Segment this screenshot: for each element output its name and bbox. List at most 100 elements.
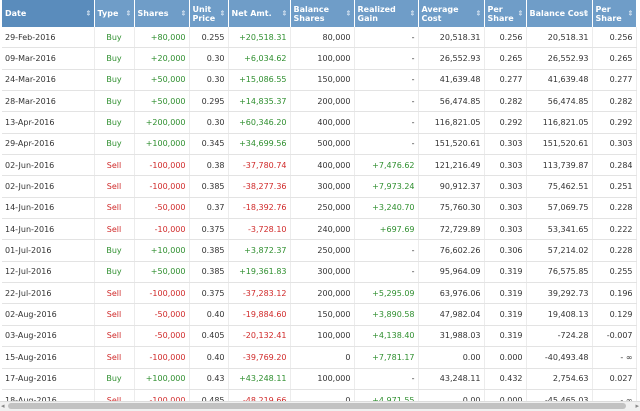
table-row[interactable]: 29-Feb-2016 Buy +80,000 0.255 +20,518.31 80,0… <box>2 27 637 49</box>
sort-icon[interactable]: ⇕ <box>627 9 634 17</box>
table-row[interactable]: 24-Mar-2016 Buy +50,000 0.30 +15,086.55 150,0… <box>2 69 637 92</box>
cell-per-share2: 0.282 <box>592 90 637 113</box>
cell-balance-shares: 100,000 <box>290 325 355 348</box>
column-header-balance-cost[interactable]: Balance Cost ⇕ <box>526 0 593 27</box>
cell-unit-price: 0.385 <box>189 175 229 198</box>
cell-net-amt: +43,248.11 <box>228 368 291 390</box>
scroll-left-icon[interactable]: ◂ <box>1 402 5 410</box>
cell-type: Sell <box>94 346 135 369</box>
column-header-shares[interactable]: Shares ⇕ <box>134 0 190 27</box>
cell-date: 03-Aug-2016 <box>2 325 95 348</box>
column-header-balance-shares[interactable]: Balance Shares ⇕ <box>290 0 355 27</box>
cell-balance-cost: 57,069.75 <box>526 197 593 220</box>
table-row[interactable]: 09-Mar-2016 Buy +20,000 0.30 +6,034.62 100,00… <box>2 47 637 70</box>
cell-net-amt: +14,835.37 <box>228 90 291 113</box>
table-row[interactable]: 14-Jun-2016 Sell -50,000 0.37 -18,392.76 250,… <box>2 197 637 220</box>
cell-net-amt: -3,728.10 <box>228 218 291 241</box>
cell-per-share: 0.306 <box>484 239 527 262</box>
cell-per-share: 0.319 <box>484 261 527 284</box>
cell-per-share2: 0.292 <box>592 111 637 134</box>
column-header-average-cost[interactable]: Average Cost ⇕ <box>418 0 485 27</box>
horizontal-scrollbar[interactable]: ◂ ▸ <box>0 401 640 411</box>
cell-average-cost: 76,602.26 <box>418 239 485 262</box>
sort-icon[interactable]: ⇕ <box>281 9 288 17</box>
sort-icon[interactable]: ⇕ <box>180 9 187 17</box>
scrollbar-thumb[interactable] <box>8 403 626 409</box>
cell-unit-price: 0.295 <box>189 90 229 113</box>
cell-balance-cost: 39,292.73 <box>526 282 593 305</box>
cell-type: Buy <box>94 239 135 262</box>
cell-per-share: 0.303 <box>484 154 527 177</box>
cell-average-cost: 121,216.49 <box>418 154 485 177</box>
table-row[interactable]: 29-Apr-2016 Buy +100,000 0.345 +34,699.56 500… <box>2 133 637 156</box>
table-row[interactable]: 03-Aug-2016 Sell -50,000 0.405 -20,132.41 100… <box>2 325 637 348</box>
cell-balance-shares: 150,000 <box>290 303 355 326</box>
table-row[interactable]: 01-Jul-2016 Buy +10,000 0.385 +3,872.37 250,0… <box>2 239 637 262</box>
table-row[interactable]: 12-Jul-2016 Buy +50,000 0.385 +19,361.83 300,… <box>2 261 637 284</box>
cell-date: 22-Jul-2016 <box>2 282 95 305</box>
table-row[interactable]: 02-Jun-2016 Sell -100,000 0.38 -37,780.74 400… <box>2 154 637 177</box>
cell-average-cost: 116,821.05 <box>418 111 485 134</box>
column-header-per-share2[interactable]: Per Share ⇕ <box>592 0 637 27</box>
scroll-right-icon[interactable]: ▸ <box>635 402 639 410</box>
cell-date: 01-Jul-2016 <box>2 239 95 262</box>
cell-per-share2: 0.255 <box>592 261 637 284</box>
table-row[interactable]: 17-Aug-2016 Buy +100,000 0.43 +43,248.11 100,… <box>2 368 637 390</box>
cell-type: Buy <box>94 47 135 70</box>
cell-net-amt: -38,277.36 <box>228 175 291 198</box>
cell-balance-shares: 300,000 <box>290 261 355 284</box>
table-row[interactable]: 02-Aug-2016 Sell -50,000 0.40 -19,884.60 150,… <box>2 303 637 326</box>
column-header-date[interactable]: Date ⇕ <box>2 0 95 27</box>
sort-icon[interactable]: ⇕ <box>583 9 590 17</box>
column-header-type[interactable]: Type ⇕ <box>94 0 135 27</box>
cell-average-cost: 63,976.06 <box>418 282 485 305</box>
cell-balance-cost: 53,341.65 <box>526 218 593 241</box>
sort-icon[interactable]: ⇕ <box>475 9 482 17</box>
cell-realized-gain: - <box>354 47 419 70</box>
table-row[interactable]: 14-Jun-2016 Sell -10,000 0.375 -3,728.10 240,… <box>2 218 637 241</box>
cell-balance-cost: 2,754.63 <box>526 368 593 390</box>
sort-icon[interactable]: ⇕ <box>517 9 524 17</box>
cell-balance-shares: 250,000 <box>290 197 355 220</box>
sort-icon[interactable]: ⇕ <box>125 9 132 17</box>
cell-type: Buy <box>94 111 135 134</box>
cell-per-share2: 0.251 <box>592 175 637 198</box>
sort-icon[interactable]: ⇕ <box>409 9 416 17</box>
column-header-net-amt[interactable]: Net Amt. ⇕ <box>228 0 291 27</box>
table-row[interactable]: 13-Apr-2016 Buy +200,000 0.30 +60,346.20 400,… <box>2 111 637 134</box>
column-header-unit-price[interactable]: Unit Price ⇕ <box>189 0 229 27</box>
cell-per-share2: 0.256 <box>592 27 637 49</box>
cell-shares: +200,000 <box>134 111 190 134</box>
cell-date: 29-Apr-2016 <box>2 133 95 156</box>
table-body: 29-Feb-2016 Buy +80,000 0.255 +20,518.31 80,0… <box>2 27 637 411</box>
column-header-per-share[interactable]: Per Share ⇕ <box>484 0 527 27</box>
table-row[interactable]: 15-Aug-2016 Sell -100,000 0.40 -39,769.20 0 +7… <box>2 346 637 369</box>
column-header-realized-gain[interactable]: Realized Gain ⇕ <box>354 0 419 27</box>
cell-realized-gain: +3,890.58 <box>354 303 419 326</box>
cell-type: Buy <box>94 27 135 49</box>
sort-icon[interactable]: ⇕ <box>219 9 226 17</box>
cell-net-amt: -37,780.74 <box>228 154 291 177</box>
cell-per-share2: 0.027 <box>592 368 637 390</box>
table-row[interactable]: 22-Jul-2016 Sell -100,000 0.375 -37,283.12 20… <box>2 282 637 305</box>
cell-balance-shares: 0 <box>290 346 355 369</box>
column-header-label: Type <box>97 9 119 18</box>
cell-realized-gain: +4,138.40 <box>354 325 419 348</box>
table-header-row: Date ⇕ Type ⇕ Shares ⇕ Unit Price ⇕ Net Amt. ⇕ Bal… <box>2 0 637 27</box>
cell-shares: -50,000 <box>134 197 190 220</box>
cell-type: Sell <box>94 154 135 177</box>
column-header-label: Net Amt. <box>231 9 272 18</box>
sort-icon[interactable]: ⇕ <box>85 9 92 17</box>
cell-per-share: 0.282 <box>484 90 527 113</box>
cell-shares: -50,000 <box>134 325 190 348</box>
cell-net-amt: +20,518.31 <box>228 27 291 49</box>
table-row[interactable]: 02-Jun-2016 Sell -100,000 0.385 -38,277.36 30… <box>2 175 637 198</box>
cell-balance-cost: 76,575.85 <box>526 261 593 284</box>
cell-shares: -100,000 <box>134 282 190 305</box>
cell-balance-cost: 41,639.48 <box>526 69 593 92</box>
sort-icon[interactable]: ⇕ <box>345 9 352 17</box>
cell-balance-shares: 150,000 <box>290 69 355 92</box>
table-row[interactable]: 28-Mar-2016 Buy +50,000 0.295 +14,835.37 200,… <box>2 90 637 113</box>
cell-shares: -10,000 <box>134 218 190 241</box>
cell-realized-gain: +7,476.62 <box>354 154 419 177</box>
